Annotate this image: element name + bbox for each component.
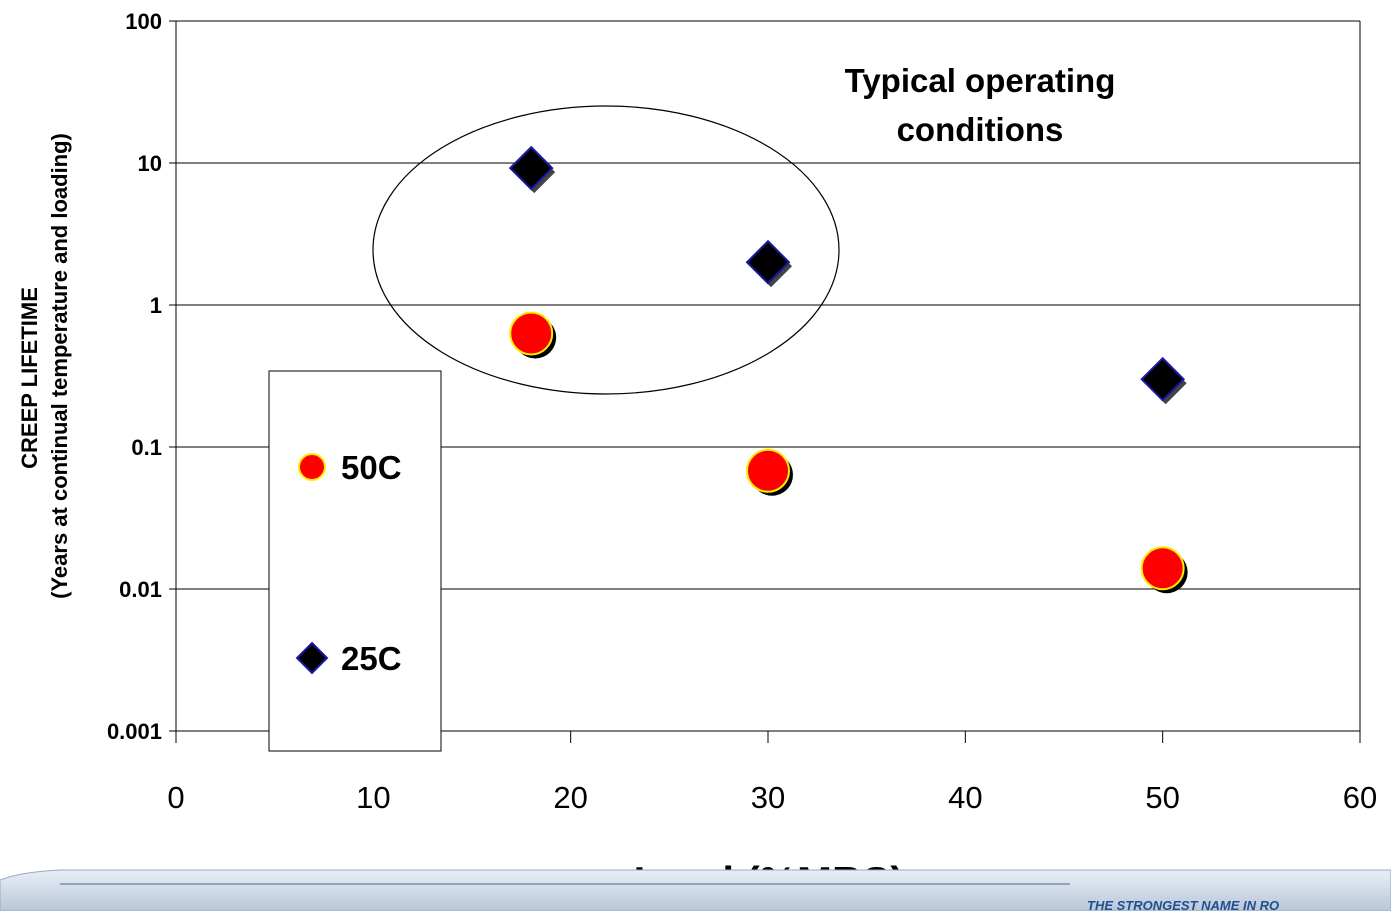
data-points [508,145,1188,594]
y-axis-label-line1: CREEP LIFETIME [17,287,42,469]
legend-diamond-icon [295,641,329,675]
typical-conditions-ellipse [372,105,840,395]
y-tick-label-0.01: 0.01 [119,577,162,602]
y-tick-label-0.001: 0.001 [107,719,162,744]
x-tick-label-10: 10 [356,780,390,815]
x-tick-label-40: 40 [948,780,982,815]
x-tick-label-0: 0 [167,780,184,815]
legend-label-25c: 25C [341,640,402,677]
point-25c-18 [508,145,554,191]
x-tick-label-20: 20 [553,780,587,815]
y-tick-label-1: 1 [150,293,162,318]
x-tick-label-50: 50 [1145,780,1179,815]
y-tick-label-10: 10 [138,151,162,176]
y-tick-label-100: 100 [125,9,162,34]
legend-box [268,370,442,752]
annotation-line2: conditions [897,111,1064,148]
legend: 50C 25C [268,370,442,752]
x-tick-label-30: 30 [751,780,785,815]
point-25c-50 [1140,356,1186,402]
point-50c-50 [1140,546,1185,591]
legend-circle-icon [298,453,326,481]
footer-tagline: THE STRONGEST NAME IN RO [1087,898,1279,911]
x-tick-labels: 0 10 20 30 40 50 60 [167,780,1377,815]
annotation-line1: Typical operating [845,62,1116,99]
point-50c-18 [509,311,554,356]
y-tick-labels: 0.001 0.01 0.1 1 10 100 [107,9,162,744]
y-tick-label-0.1: 0.1 [131,435,162,460]
x-tick-label-60: 60 [1343,780,1377,815]
point-25c-30 [745,239,791,285]
legend-label-50c: 50C [341,449,402,486]
y-axis-label-line2: (Years at continual temperature and load… [47,133,72,599]
point-50c-30 [746,448,790,493]
footer-banner: THE STRONGEST NAME IN RO [0,869,1391,911]
